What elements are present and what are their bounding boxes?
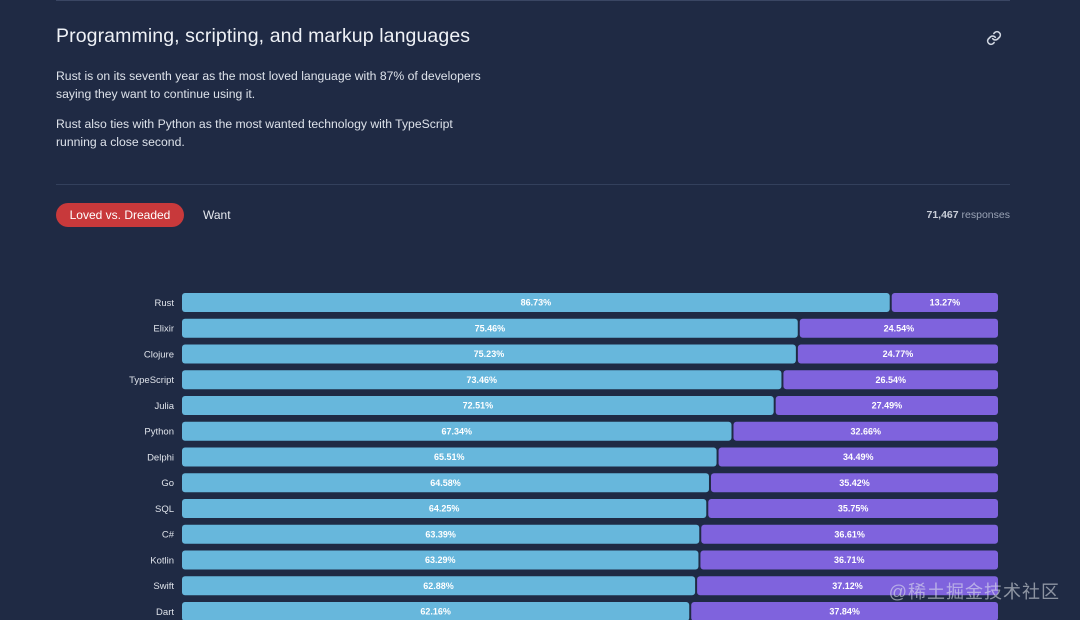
bar-loved[interactable] <box>182 421 732 441</box>
category-label: Swift <box>153 581 174 592</box>
bar-dreaded[interactable] <box>783 370 998 390</box>
bar-value-label: 63.39% <box>425 529 456 539</box>
bar-value-label: 35.75% <box>838 504 869 514</box>
tab-loved-vs-dreaded[interactable]: Loved vs. Dreaded <box>56 203 184 227</box>
bar-loved[interactable] <box>182 576 696 596</box>
bar-value-label: 32.66% <box>850 426 881 436</box>
watermark: @稀土掘金技术社区 <box>888 582 1060 602</box>
bar-dreaded[interactable] <box>733 421 998 441</box>
responses-label: responses <box>961 209 1010 221</box>
category-label: Delphi <box>147 452 174 463</box>
bar-dreaded[interactable] <box>775 396 998 415</box>
bar-dreaded[interactable] <box>891 293 998 312</box>
bar-loved[interactable] <box>182 602 690 620</box>
responses-number: 71,467 <box>926 209 959 221</box>
bar-value-label: 73.46% <box>466 375 497 385</box>
bar-value-label: 72.51% <box>463 401 494 411</box>
top-divider <box>56 0 1010 1</box>
bar-dreaded[interactable] <box>701 524 998 544</box>
bar-value-label: 67.34% <box>441 426 472 436</box>
bar-value-label: 37.12% <box>832 581 863 591</box>
category-label: SQL <box>155 504 174 515</box>
bar-dreaded[interactable] <box>691 602 998 620</box>
category-label: Julia <box>154 401 174 412</box>
bar-loved[interactable] <box>182 396 774 415</box>
bar-value-label: 24.54% <box>884 323 915 333</box>
bar-loved[interactable] <box>182 293 890 312</box>
bar-dreaded[interactable] <box>700 550 998 570</box>
category-label: Dart <box>156 607 174 618</box>
bar-dreaded[interactable] <box>718 447 998 467</box>
bar-value-label: 86.73% <box>521 298 552 308</box>
bar-dreaded[interactable] <box>697 576 998 596</box>
category-label: Elixir <box>153 324 174 335</box>
bar-value-label: 13.27% <box>930 298 961 308</box>
category-label: Python <box>144 427 174 438</box>
bar-value-label: 75.46% <box>475 323 506 333</box>
link-icon[interactable] <box>986 30 1002 46</box>
bar-loved[interactable] <box>182 344 796 364</box>
bar-loved[interactable] <box>182 524 700 544</box>
bar-loved[interactable] <box>182 447 717 467</box>
bar-value-label: 75.23% <box>474 349 505 359</box>
bar-value-label: 24.77% <box>883 349 914 359</box>
bar-dreaded[interactable] <box>797 344 998 364</box>
section-divider <box>56 184 1010 185</box>
bar-dreaded[interactable] <box>799 318 998 338</box>
bar-dreaded[interactable] <box>710 473 998 493</box>
description-paragraph: Rust also ties with Python as the most w… <box>56 117 453 149</box>
section-title: Programming, scripting, and markup langu… <box>56 25 471 47</box>
bar-value-label: 26.54% <box>875 375 906 385</box>
bar-value-label: 36.71% <box>834 555 865 565</box>
category-label: Clojure <box>144 349 174 360</box>
tab-want[interactable]: Want <box>194 203 240 227</box>
bar-value-label: 65.51% <box>434 452 465 462</box>
category-label: Rust <box>154 298 174 309</box>
bar-value-label: 37.84% <box>829 607 860 617</box>
bar-value-label: 64.25% <box>429 504 460 514</box>
responses-count: 71,467 responses <box>927 209 1011 221</box>
bar-value-label: 63.29% <box>425 555 456 565</box>
bar-loved[interactable] <box>182 499 707 518</box>
bar-loved[interactable] <box>182 318 798 338</box>
description-paragraph: Rust is on its seventh year as the most … <box>56 69 481 101</box>
bar-value-label: 62.88% <box>423 581 454 591</box>
bar-dreaded[interactable] <box>708 499 998 518</box>
category-label: C# <box>162 530 175 541</box>
bar-value-label: 64.58% <box>430 478 461 488</box>
bar-value-label: 34.49% <box>843 452 874 462</box>
bar-loved[interactable] <box>182 370 782 390</box>
category-label: Go <box>161 478 174 489</box>
bar-loved[interactable] <box>182 473 709 493</box>
bar-loved[interactable] <box>182 550 699 570</box>
bar-value-label: 35.42% <box>839 478 870 488</box>
category-label: Kotlin <box>150 555 174 566</box>
bar-value-label: 62.16% <box>420 607 451 617</box>
bar-value-label: 36.61% <box>834 529 865 539</box>
category-label: TypeScript <box>129 375 174 386</box>
bar-value-label: 27.49% <box>872 401 903 411</box>
